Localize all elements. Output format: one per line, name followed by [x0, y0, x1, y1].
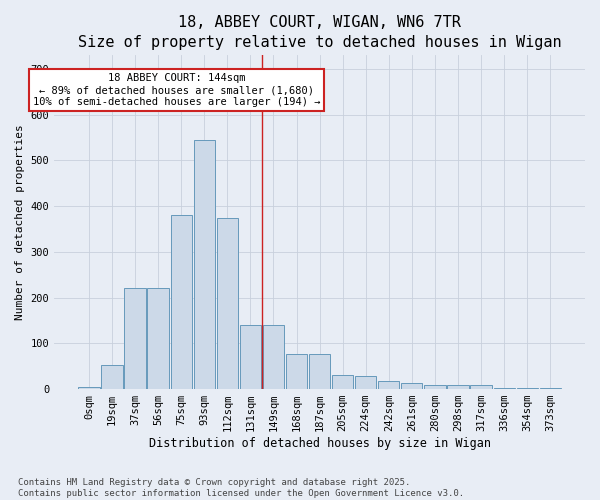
Bar [148, 288, 169, 389]
Bar [448, 384, 469, 389]
Bar [194, 140, 215, 389]
Bar [124, 288, 146, 389]
Title: 18, ABBEY COURT, WIGAN, WN6 7TR
Size of property relative to detached houses in : 18, ABBEY COURT, WIGAN, WN6 7TR Size of … [78, 15, 562, 50]
Bar [378, 381, 400, 389]
Bar [309, 354, 330, 389]
Y-axis label: Number of detached properties: Number of detached properties [15, 124, 25, 320]
Bar [517, 388, 538, 389]
Bar [494, 388, 515, 389]
Bar [424, 384, 446, 389]
Text: Contains HM Land Registry data © Crown copyright and database right 2025.
Contai: Contains HM Land Registry data © Crown c… [18, 478, 464, 498]
Bar [470, 386, 491, 389]
Bar [78, 387, 100, 389]
Bar [101, 366, 122, 389]
Text: 18 ABBEY COURT: 144sqm
← 89% of detached houses are smaller (1,680)
10% of semi-: 18 ABBEY COURT: 144sqm ← 89% of detached… [33, 74, 320, 106]
Bar [263, 325, 284, 389]
Bar [401, 383, 422, 389]
Bar [240, 325, 261, 389]
Bar [539, 388, 561, 389]
X-axis label: Distribution of detached houses by size in Wigan: Distribution of detached houses by size … [149, 437, 491, 450]
Bar [355, 376, 376, 389]
Bar [170, 215, 192, 389]
Bar [286, 354, 307, 389]
Bar [217, 218, 238, 389]
Bar [332, 376, 353, 389]
